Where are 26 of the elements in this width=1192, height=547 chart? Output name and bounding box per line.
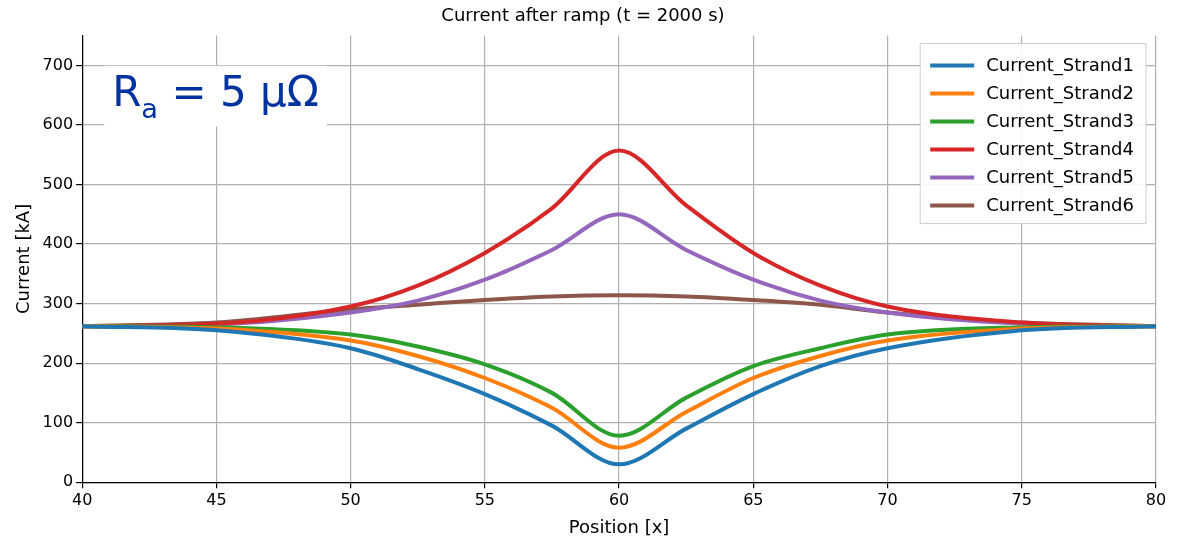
x-tick-label: 75: [1011, 489, 1032, 509]
y-tick-label: 700: [42, 54, 74, 74]
x-tick-label: 45: [206, 489, 227, 509]
x-tick-label: 55: [474, 489, 496, 509]
y-tick-label: 600: [42, 114, 74, 134]
y-tick-label: 200: [42, 352, 74, 372]
y-tick-label: 500: [42, 173, 74, 193]
x-tick-label: 80: [1145, 489, 1167, 509]
y-tick-label: 300: [42, 292, 74, 312]
legend-label: Current_Strand5: [986, 166, 1135, 189]
x-tick-label: 65: [743, 489, 764, 509]
y-tick-label: 400: [42, 233, 74, 253]
legend-label: Current_Strand2: [986, 82, 1135, 105]
x-tick-label: 70: [877, 489, 898, 509]
x-axis-title: Position [x]: [568, 515, 670, 537]
legend-label: Current_Strand1: [986, 54, 1135, 77]
x-tick-label: 40: [71, 489, 93, 509]
legend-label: Current_Strand4: [986, 138, 1135, 161]
x-tick-label: 50: [340, 489, 361, 509]
y-tick-label: 0: [62, 471, 74, 491]
x-tick-label: 60: [608, 489, 630, 509]
y-axis-title: Current [kA]: [12, 203, 34, 314]
legend-label: Current_Strand6: [986, 194, 1135, 217]
chart-title: Current after ramp (t = 2000 s): [441, 4, 725, 26]
legend-label: Current_Strand3: [986, 110, 1135, 133]
y-tick-label: 100: [42, 411, 74, 431]
